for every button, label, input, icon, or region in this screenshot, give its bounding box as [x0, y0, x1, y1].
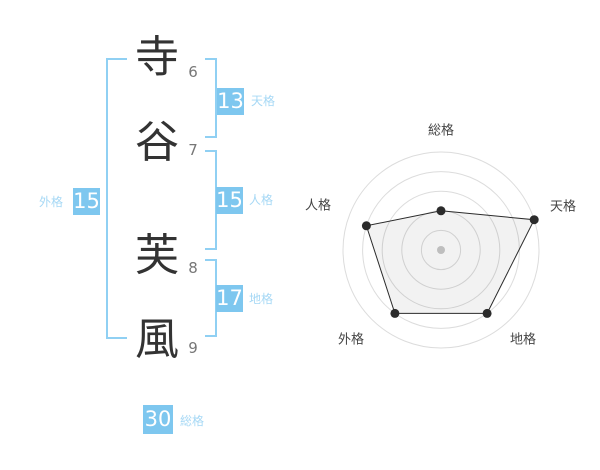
- tenkaku-label: 天格: [251, 94, 276, 108]
- radar-axis-label: 外格: [338, 332, 364, 348]
- chikaku-label: 地格: [249, 292, 274, 306]
- radar-axis-label: 天格: [550, 199, 576, 215]
- soukaku-value-badge: 30: [143, 405, 173, 434]
- soukaku-label: 総格: [180, 414, 205, 428]
- radar-grid-ring: [381, 190, 501, 310]
- gaikaku-value-badge: 15: [73, 188, 100, 215]
- radar-axis-label: 地格: [510, 332, 536, 348]
- gaikaku-label: 外格: [39, 195, 64, 209]
- radar-vertex-dot: [361, 221, 371, 231]
- jinkaku-label: 人格: [249, 193, 274, 207]
- stroke-count: 7: [188, 141, 198, 159]
- radar-vertex-dot: [436, 206, 446, 216]
- radar-data-polygon: [365, 210, 535, 314]
- jinkaku-value-badge: 15: [216, 187, 243, 214]
- tenkaku-bracket: [205, 58, 217, 138]
- stroke-count: 9: [188, 339, 198, 357]
- gaikaku-bracket: [106, 58, 127, 339]
- name-character: 芙: [135, 230, 179, 281]
- radar-grid-ring: [342, 151, 540, 349]
- radar-grid-ring: [420, 229, 462, 271]
- stroke-count: 6: [188, 63, 198, 81]
- radar-axis-label: 人格: [305, 198, 331, 214]
- name-character: 風: [135, 314, 179, 365]
- name-character: 谷: [135, 117, 179, 168]
- name-character: 寺: [135, 32, 179, 83]
- tenkaku-value-badge: 13: [217, 88, 244, 115]
- radar-axis-label: 総格: [428, 123, 454, 139]
- radar-vertex-dot: [529, 215, 539, 225]
- stroke-count: 8: [188, 259, 198, 277]
- radar-vertex-dot: [390, 308, 400, 318]
- radar-vertex-dot: [482, 308, 492, 318]
- radar-center-dot: [437, 246, 445, 254]
- chikaku-value-badge: 17: [216, 285, 243, 312]
